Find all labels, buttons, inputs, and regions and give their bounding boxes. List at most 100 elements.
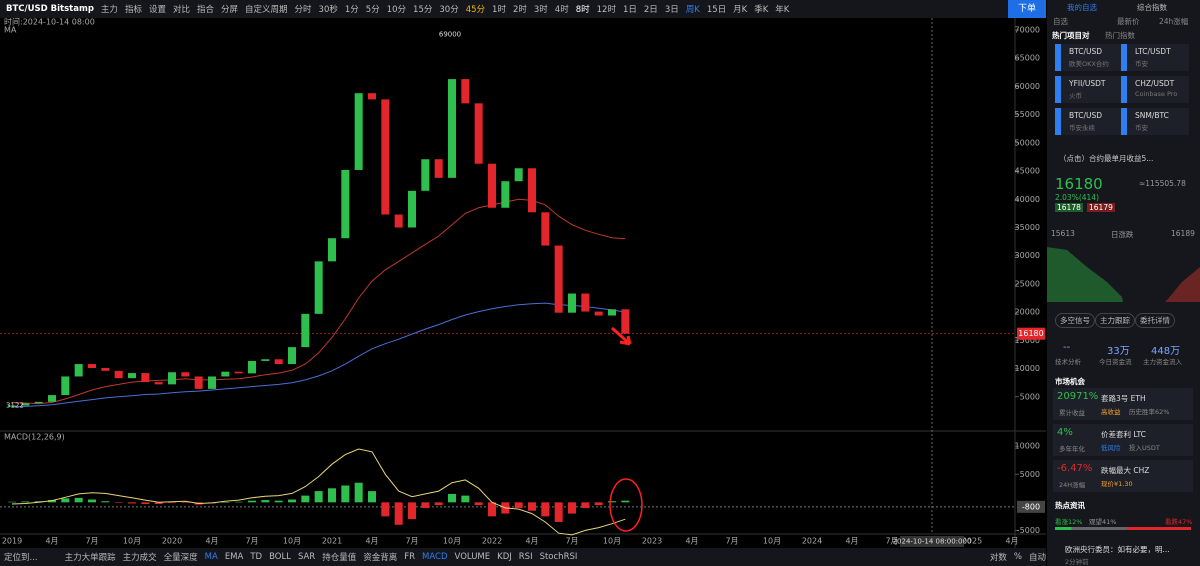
- card-caption: 累计收益: [1059, 409, 1085, 417]
- locate[interactable]: 定位到...: [4, 553, 38, 563]
- tab[interactable]: 我的自选: [1067, 3, 1097, 12]
- toolbar-item[interactable]: 月K: [733, 5, 748, 15]
- indicator-tab[interactable]: VOLUME: [454, 552, 491, 562]
- toolbar-item[interactable]: 指合: [196, 5, 214, 15]
- indicator-tab[interactable]: RSI: [518, 552, 533, 562]
- toolbar-item[interactable]: 30分: [439, 5, 459, 15]
- y-tick-label: 5000: [1020, 392, 1040, 401]
- toolbar-item[interactable]: 分时: [294, 5, 312, 15]
- y-tick-label: 50000: [1015, 138, 1040, 147]
- indicator-tab[interactable]: TD: [250, 552, 263, 562]
- opportunity-card[interactable]: [1053, 460, 1193, 492]
- indicator-tab[interactable]: BOLL: [269, 552, 291, 562]
- hot-tab[interactable]: 热门指数: [1105, 31, 1135, 40]
- x-tick-label: 10月: [603, 537, 621, 546]
- candle: [234, 371, 243, 374]
- pair-card[interactable]: [1055, 108, 1123, 135]
- toolbar-item[interactable]: 3日: [664, 5, 679, 15]
- candle: [461, 79, 470, 104]
- macd-bar: [234, 501, 243, 503]
- scale-option[interactable]: %: [1013, 552, 1022, 562]
- toolbar-item[interactable]: 45分: [465, 5, 486, 15]
- indicator-tab[interactable]: KDJ: [497, 552, 512, 562]
- y-tick-label: 5000: [1020, 470, 1040, 479]
- indicator-tab[interactable]: SAR: [297, 552, 316, 562]
- indicator-tab[interactable]: StochRSI: [539, 552, 578, 562]
- indicator-tab[interactable]: MA: [204, 552, 218, 562]
- time-label: 时间:2024-10-14 08:00: [4, 18, 95, 27]
- toolbar-item[interactable]: 1分: [344, 5, 359, 15]
- toolbar-item[interactable]: 15分: [413, 5, 433, 15]
- toolbar-item[interactable]: 季K: [754, 5, 769, 15]
- scale-option[interactable]: 自动: [1028, 553, 1046, 563]
- order-button[interactable]: 下单: [1008, 0, 1046, 18]
- candle: [354, 93, 363, 170]
- pair-name: CHZ/USDT: [1135, 79, 1175, 88]
- toolbar-item[interactable]: 4时: [554, 5, 569, 15]
- pair-name: LTC/USDT: [1135, 47, 1171, 56]
- opportunity-card[interactable]: [1053, 424, 1193, 456]
- indicator-tab[interactable]: EMA: [224, 552, 244, 562]
- toolbar-item[interactable]: 2时: [512, 5, 527, 15]
- macd-line: [11, 448, 626, 536]
- indicator-tab[interactable]: FR: [404, 552, 416, 562]
- pair-card[interactable]: [1121, 108, 1189, 135]
- macd-bar: [381, 502, 390, 517]
- x-tick-label: 2025: [962, 537, 982, 546]
- toolbar-item[interactable]: 对比: [172, 5, 190, 15]
- toolbar-item[interactable]: 10分: [386, 5, 407, 15]
- action-button[interactable]: 多空信号: [1055, 313, 1095, 328]
- candle: [181, 372, 190, 377]
- pair-card[interactable]: [1055, 44, 1123, 71]
- headline[interactable]: 欧洲央行委员：如有必要，明...: [1065, 545, 1170, 554]
- scale-option[interactable]: 对数: [989, 553, 1007, 563]
- candle: [448, 79, 456, 178]
- candle: [61, 376, 70, 396]
- toolbar-item[interactable]: 12时: [596, 5, 616, 15]
- pair-card[interactable]: [1055, 76, 1123, 103]
- toolbar-item[interactable]: 周K: [685, 5, 700, 15]
- indicator-tab[interactable]: MACD: [422, 552, 448, 562]
- y-tick-label: 55000: [1015, 110, 1040, 119]
- range-low: 15613: [1051, 229, 1075, 238]
- hot-tab[interactable]: 热门项目对: [1052, 31, 1090, 40]
- toolbar-item[interactable]: 1时: [492, 5, 506, 15]
- indicator-tab[interactable]: 主力大单跟踪: [64, 553, 116, 563]
- candle: [341, 169, 350, 239]
- toolbar-item[interactable]: 3时: [533, 5, 548, 15]
- tab[interactable]: 综合指数: [1137, 3, 1167, 12]
- toolbar-item[interactable]: 30秒: [318, 5, 338, 15]
- indicator-tab[interactable]: 持仓量值: [322, 553, 357, 563]
- y-tick-label: 20000: [1015, 308, 1040, 317]
- pair-card[interactable]: [1121, 44, 1189, 71]
- toolbar-item[interactable]: 主力: [100, 5, 118, 15]
- toolbar-item[interactable]: 5分: [365, 5, 380, 15]
- toolbar-item[interactable]: 8时: [575, 5, 590, 15]
- indicator-tab[interactable]: 资金背离: [363, 553, 398, 563]
- card-note: 投入USDT: [1129, 444, 1160, 452]
- pair-card[interactable]: [1121, 76, 1189, 103]
- candle: [608, 309, 616, 316]
- toolbar-item[interactable]: 2日: [643, 5, 658, 15]
- toolbar-item[interactable]: 自定义周期: [245, 5, 288, 15]
- macd-bar: [621, 500, 630, 503]
- macd-bar: [488, 502, 496, 517]
- toolbar-item[interactable]: 分屏: [221, 5, 239, 15]
- toolbar-item[interactable]: 15日: [706, 5, 727, 15]
- indicator-tab[interactable]: 主力成交: [122, 553, 157, 563]
- macd-bar: [288, 499, 296, 503]
- news-time: 2分钟前: [1065, 558, 1089, 566]
- action-button[interactable]: 委托详情: [1135, 313, 1175, 328]
- toolbar-item[interactable]: 设置: [148, 5, 166, 15]
- toolbar-item[interactable]: 指标: [124, 5, 142, 15]
- candle: [421, 159, 430, 191]
- toolbar-item[interactable]: 年K: [775, 5, 790, 15]
- action-button[interactable]: 主力跟踪: [1095, 313, 1135, 328]
- indicator-tab[interactable]: 全量深度: [163, 553, 198, 563]
- symbol[interactable]: BTC/USD Bitstamp: [6, 4, 94, 14]
- opportunity-card[interactable]: [1053, 388, 1193, 420]
- candle: [261, 359, 270, 361]
- toolbar-item[interactable]: 1日: [622, 5, 637, 15]
- candle: [314, 261, 323, 314]
- promo[interactable]: （点击）合约最单月收益5...: [1059, 154, 1154, 163]
